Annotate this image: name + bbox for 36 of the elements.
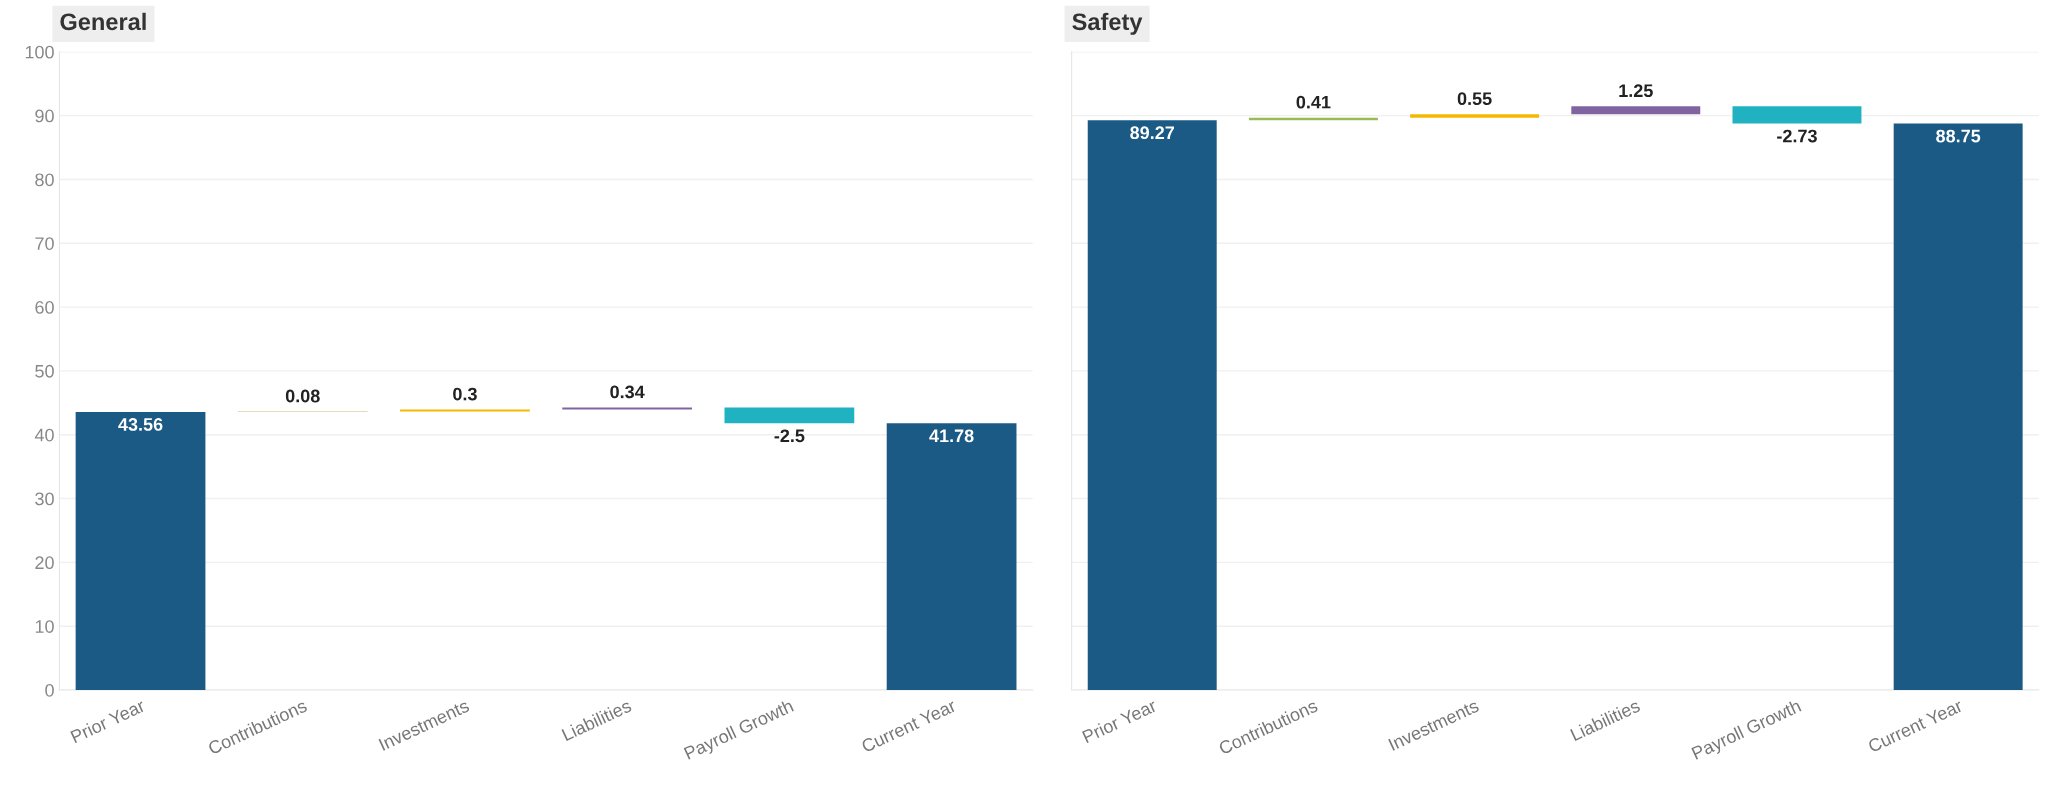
bar [1410, 114, 1540, 118]
data-label: -2.73 [1777, 129, 1817, 143]
y-tick-label: 40 [34, 428, 54, 442]
x-tick-label: Prior Year [69, 698, 146, 744]
y-tick-label: 50 [35, 364, 54, 378]
bar [1893, 123, 2023, 691]
bar [562, 407, 693, 410]
y-tick-label: 30 [35, 492, 54, 506]
y-tick-label: 100 [25, 45, 54, 59]
bar [1571, 106, 1701, 115]
data-label: 43.56 [118, 418, 163, 431]
chart-title: General [60, 12, 146, 31]
data-label: 0.55 [1457, 92, 1492, 106]
x-tick-label: Prior Year [1081, 698, 1158, 744]
bar [724, 407, 855, 424]
bar [1087, 120, 1217, 691]
data-label: 0.08 [285, 389, 320, 403]
data-label: 41.78 [929, 429, 974, 443]
y-tick-label: 10 [35, 620, 54, 633]
data-label: 0.34 [610, 385, 645, 399]
data-label: 89.27 [1130, 126, 1175, 140]
data-label: -2.5 [774, 429, 805, 443]
bar [1732, 106, 1862, 124]
y-tick-label: 70 [35, 237, 54, 250]
bar [75, 412, 206, 691]
y-tick-label: 90 [35, 109, 54, 123]
y-tick-label: 20 [35, 556, 54, 570]
chart-title: Safety [1072, 12, 1143, 35]
y-tick-label: 60 [35, 301, 54, 314]
y-tick-label: 80 [35, 173, 54, 187]
y-tick-label: 0 [45, 683, 54, 697]
bar [886, 423, 1017, 691]
data-label: 0.41 [1296, 95, 1331, 109]
data-label: 0.3 [453, 387, 477, 401]
data-label: 88.75 [1936, 129, 1981, 143]
data-label: 1.25 [1619, 84, 1653, 98]
